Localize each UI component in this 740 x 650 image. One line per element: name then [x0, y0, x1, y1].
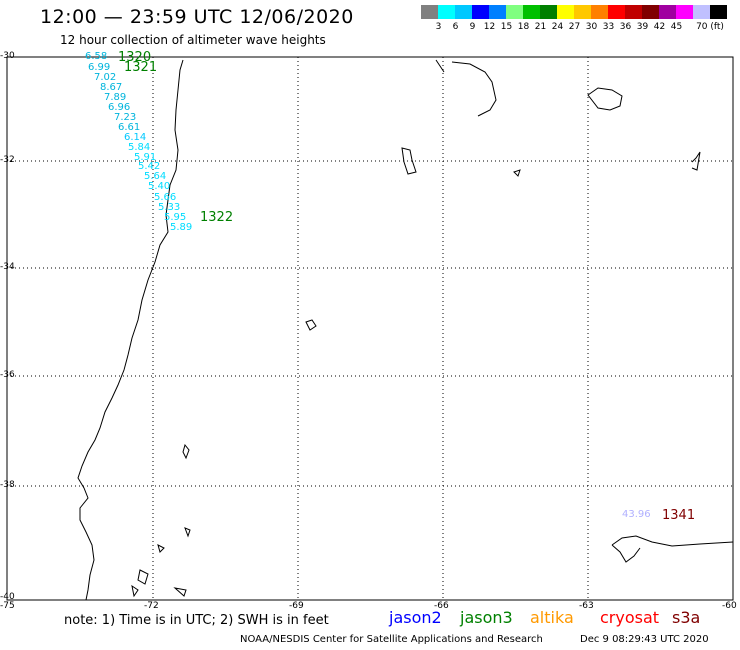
- latitude-label: -38: [0, 480, 15, 490]
- wave-height-value: 6.99: [88, 62, 111, 73]
- colorbar-tick: 30: [585, 22, 598, 32]
- wave-height-value: 7.02: [94, 72, 117, 83]
- colorbar-tick: 21: [534, 22, 547, 32]
- coastlines: [77, 59, 734, 601]
- pass-time-label: 1320: [118, 50, 152, 65]
- footer-note: note: 1) Time is in UTC; 2) SWH is in fe…: [64, 613, 329, 628]
- wave-height-value: 7.89: [104, 92, 127, 103]
- colorbar-tick: 27: [568, 22, 581, 32]
- central-lake: [305, 319, 317, 331]
- wave-height-value: 6.58: [85, 51, 108, 62]
- wave-height-value: 43.96: [622, 509, 651, 520]
- southeast-coast: [611, 535, 734, 563]
- wave-height-value: 6.14: [124, 132, 147, 143]
- latitude-label: -36: [0, 370, 15, 380]
- wave-height-value: 8.67: [100, 82, 123, 93]
- colorbar-tick: 45: [670, 22, 683, 32]
- wave-height-value: 5.84: [128, 142, 151, 153]
- credit-line: NOAA/NESDIS Center for Satellite Applica…: [240, 634, 543, 645]
- longitude-label: -69: [289, 601, 304, 611]
- satellite-legend-jason2: jason2: [389, 608, 442, 627]
- satellite-legend-cryosat: cryosat: [600, 608, 660, 627]
- colorbar-tick: 15: [500, 22, 513, 32]
- satellite-legend-jason3: jason3: [460, 608, 513, 627]
- wave-height-value: 5.40: [148, 181, 171, 192]
- satellite-legend-altika: altika: [530, 608, 574, 627]
- coast-small-bits: [131, 443, 191, 598]
- argentina-coast-north: [435, 59, 497, 117]
- longitude-label: -60: [722, 601, 737, 611]
- pass-time-label: 1321: [124, 60, 158, 75]
- longitude-label: -66: [434, 601, 449, 611]
- wave-height-value: 5.95: [164, 212, 187, 223]
- map-subtitle: 12 hour collection of altimeter wave hei…: [60, 33, 326, 47]
- wave-height-value: 5.66: [154, 192, 177, 203]
- satellite-legend-s3a: s3a: [672, 608, 701, 627]
- colorbar-tick: 18: [517, 22, 530, 32]
- latitude-label: -30: [0, 51, 15, 61]
- colorbar-tick: 39: [636, 22, 649, 32]
- wave-height-value: 6.96: [108, 102, 131, 113]
- east-lakes: [691, 151, 701, 171]
- latitude-label: -34: [0, 262, 15, 272]
- salt-lake: [401, 147, 417, 175]
- argentina-lagoon: [587, 87, 623, 111]
- colorbar-tick: 12: [483, 22, 496, 32]
- colorbar-tick: 42: [653, 22, 666, 32]
- wave-height-value: 6.61: [118, 122, 141, 133]
- generation-timestamp: Dec 9 08:29:43 UTC 2020: [580, 634, 709, 645]
- latitude-label: -32: [0, 155, 15, 165]
- colorbar-tick: 24: [551, 22, 564, 32]
- map-frame: [6, 56, 734, 601]
- graticule: [7, 57, 733, 600]
- colorbar-tick: 9: [469, 22, 476, 32]
- colorbar-swatch: [710, 5, 728, 19]
- chile-coastline: [77, 59, 184, 601]
- wave-height-value: 7.23: [114, 112, 137, 123]
- colorbar-tick: 70 (ft): [696, 22, 724, 32]
- colorbar-tick: 3: [435, 22, 442, 32]
- pass-time-label: 1341: [662, 508, 696, 523]
- colorbar-tick: 36: [619, 22, 632, 32]
- longitude-label: -63: [579, 601, 594, 611]
- colorbar-tick: 33: [602, 22, 615, 32]
- wave-height-value: 5.89: [170, 222, 193, 233]
- map-title: 12:00 — 23:59 UTC 12/06/2020: [40, 6, 354, 28]
- longitude-label: -72: [144, 601, 159, 611]
- wave-height-value: 5.42: [138, 161, 161, 172]
- small-lake: [513, 169, 521, 177]
- latitude-label: -40: [0, 592, 15, 602]
- wave-height-value: 5.64: [144, 171, 167, 182]
- longitude-label: -75: [0, 601, 15, 611]
- pass-time-label: 1322: [200, 210, 234, 225]
- wave-height-value: 5.91: [134, 152, 157, 163]
- colorbar-tick: 6: [452, 22, 459, 32]
- wave-height-value: 5.33: [158, 202, 181, 213]
